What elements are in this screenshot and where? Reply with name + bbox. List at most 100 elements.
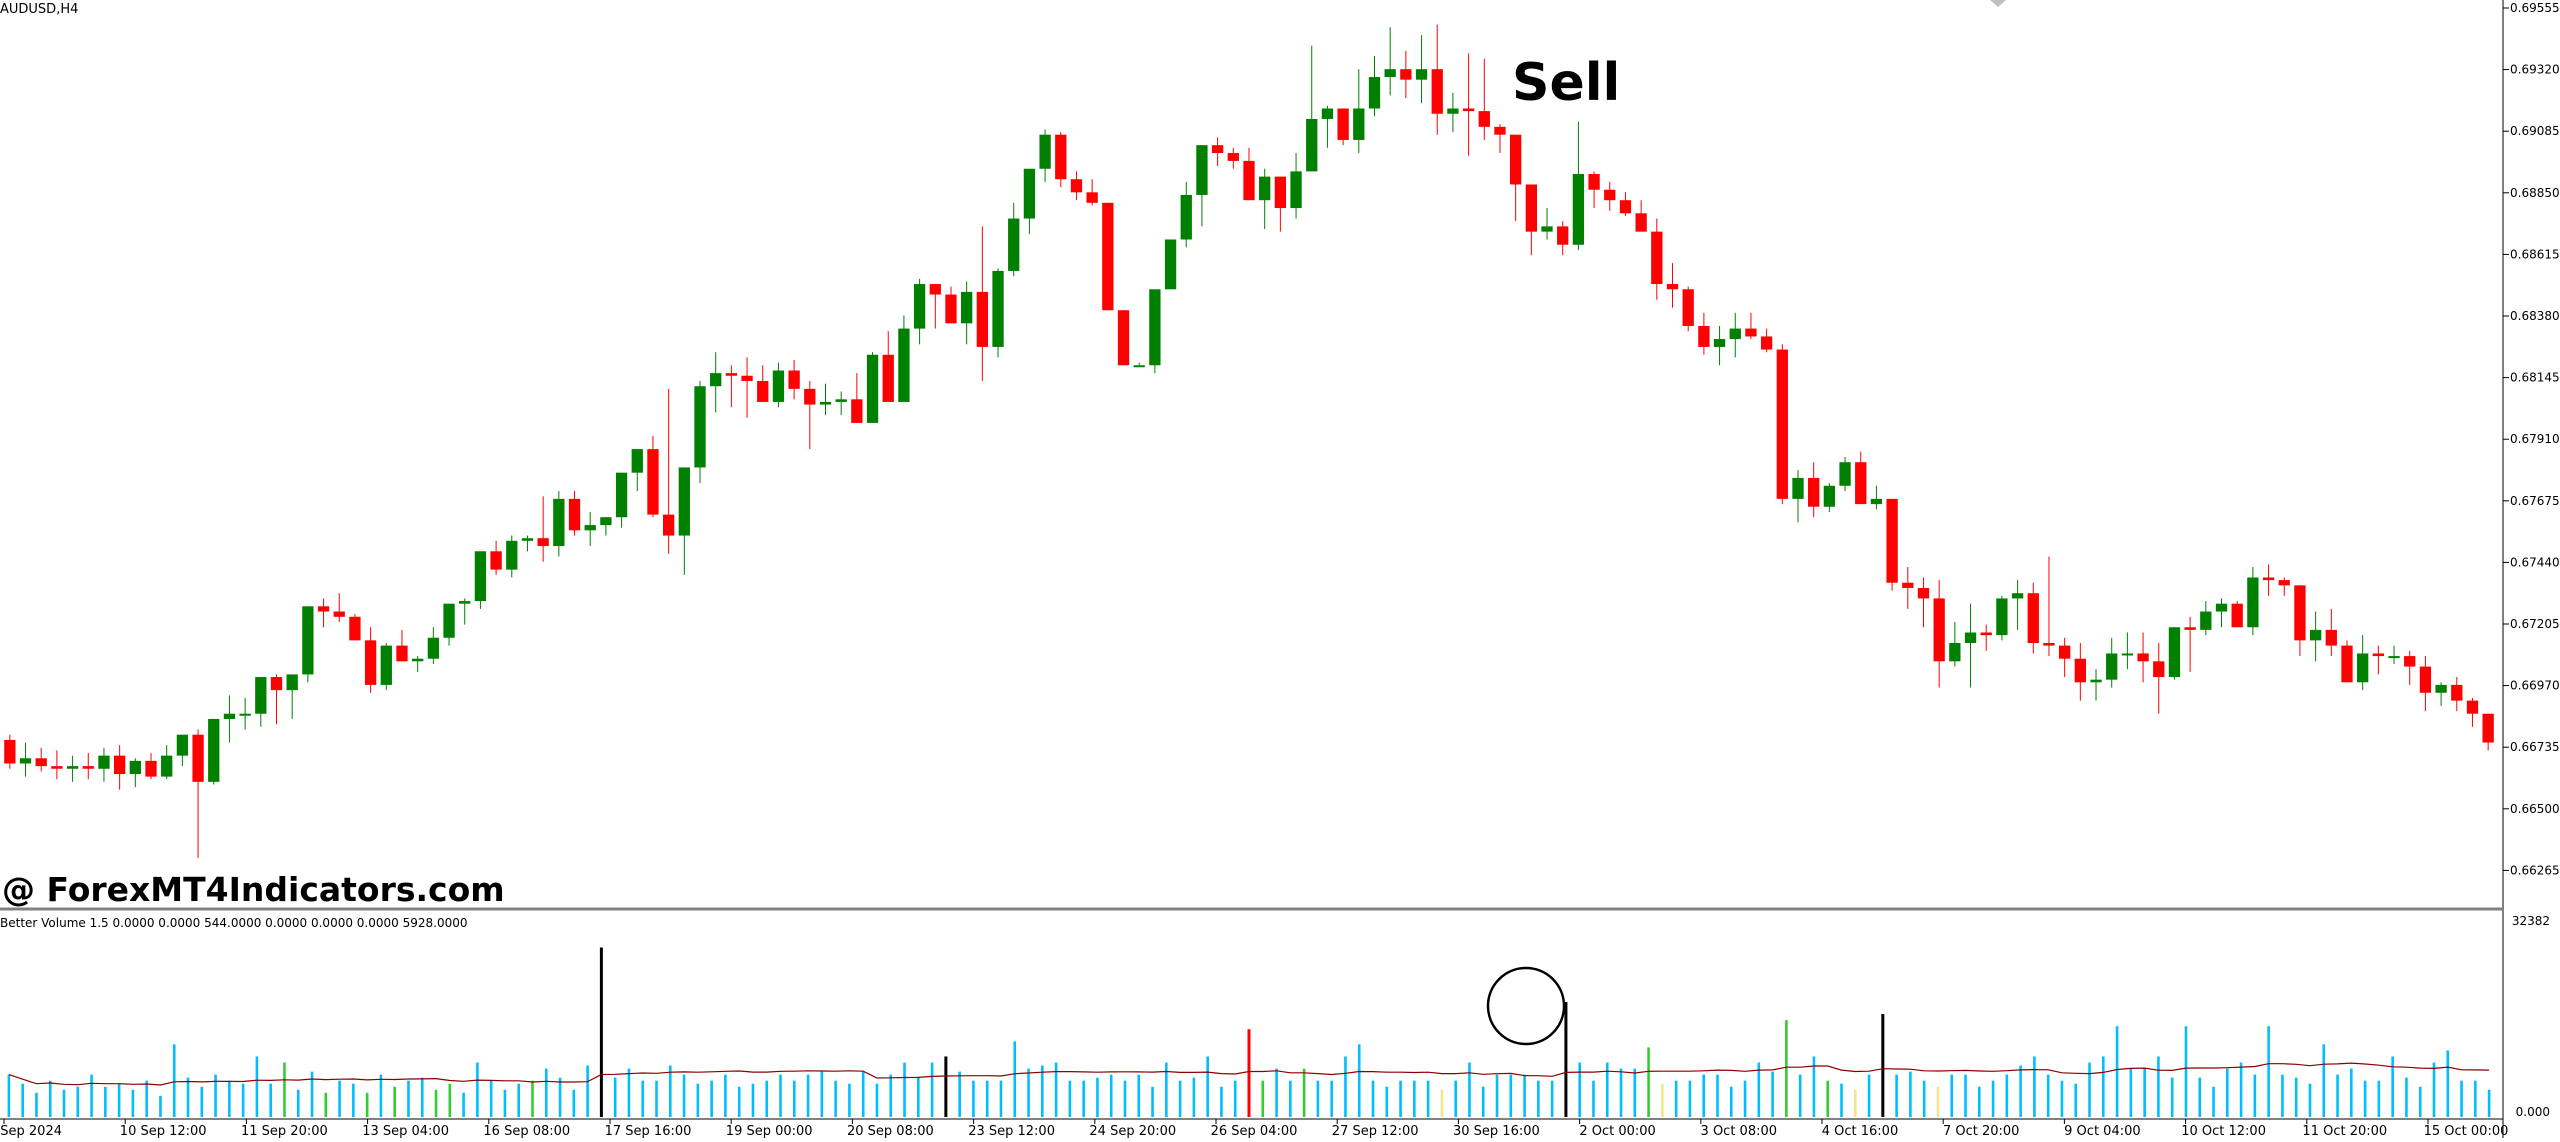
volume-bar [848, 1083, 851, 1117]
time-tick-label: 24 Sep 20:00 [1089, 1124, 1176, 1138]
candle [976, 226, 988, 381]
candle [427, 627, 439, 664]
chart-shift-marker-icon[interactable] [1990, 0, 2006, 7]
volume-bar [2157, 1056, 2160, 1117]
candle-body [2435, 684, 2447, 693]
candle [584, 511, 596, 547]
candle-body [2372, 653, 2385, 657]
candle-body [2247, 577, 2259, 628]
candle [2247, 567, 2259, 636]
volume-bar [1895, 1074, 1898, 1117]
candle [396, 629, 408, 662]
time-tick-label: 27 Sep 12:00 [1332, 1124, 1419, 1138]
volume-bar [1495, 1074, 1499, 1117]
volume-bar [1592, 1080, 1595, 1117]
candle-body [412, 658, 424, 662]
candle [333, 593, 345, 623]
candle [2341, 640, 2353, 683]
candle-body [788, 370, 800, 389]
price-tick-label: 0.66500 [2510, 802, 2560, 816]
candle [1541, 208, 1553, 240]
candle [1651, 218, 1663, 300]
volume-bar [2101, 1056, 2105, 1117]
candle [2121, 632, 2134, 670]
candle [898, 315, 910, 402]
candle-body [1839, 462, 1851, 486]
candle [553, 491, 565, 557]
candle [317, 598, 330, 628]
volume-bar [448, 1083, 452, 1117]
volume-bar [1578, 1062, 1581, 1117]
time-tick-label: 13 Sep 04:00 [362, 1124, 449, 1138]
candle-body [976, 291, 988, 347]
candle-body [662, 514, 675, 536]
candle-body [2419, 666, 2432, 693]
candle [788, 360, 800, 400]
price-tick-label: 0.67675 [2510, 494, 2560, 508]
candle-body [2231, 603, 2243, 628]
volume-bar [1468, 1062, 1471, 1117]
candle [2074, 642, 2086, 701]
candle [1180, 181, 1192, 248]
candle-body [192, 734, 204, 782]
candle-body [1321, 108, 1334, 119]
candle-body [600, 517, 612, 526]
candle [1211, 137, 1224, 167]
candle-body [302, 606, 314, 675]
volume-bar [1564, 1001, 1568, 1117]
volume-bar [985, 1080, 989, 1117]
candle-body [1243, 160, 1255, 201]
candle [1886, 498, 1898, 591]
volume-bar [1867, 1074, 1871, 1117]
volume-bar [2184, 1026, 2188, 1117]
volume-bar [558, 1077, 562, 1117]
candle [4, 734, 16, 769]
candle-body [459, 601, 471, 604]
candle [1698, 312, 1710, 355]
candle-body [145, 760, 157, 777]
volume-bar [944, 1056, 948, 1117]
candle [1149, 289, 1161, 374]
time-tick-label: 10 Sep 12:00 [120, 1124, 207, 1138]
candle-body [506, 540, 518, 570]
volume-bar [407, 1080, 410, 1117]
candle-body [725, 373, 738, 376]
candle [35, 747, 47, 772]
candle [1745, 312, 1757, 340]
candle [835, 391, 847, 416]
volume-bar [2129, 1068, 2133, 1117]
volume-bar [599, 947, 603, 1117]
candle-body [1949, 642, 1961, 662]
volume-bar [2405, 1077, 2408, 1117]
volume-bar [655, 1080, 658, 1117]
candle [1055, 132, 1067, 188]
volume-bar [958, 1071, 961, 1117]
candle-body [1964, 632, 1977, 643]
candle [380, 642, 392, 691]
volume-bar [1178, 1080, 1182, 1117]
candle-body [490, 551, 502, 570]
volume-bar [1909, 1071, 1912, 1117]
candle [2482, 713, 2494, 751]
price-tick-label: 0.69555 [2510, 1, 2560, 15]
volume-bar [1537, 1080, 1540, 1117]
volume-bar [1261, 1080, 1265, 1117]
volume-bar [462, 1092, 465, 1117]
volume-bar [283, 1062, 286, 1117]
candlestick-series [4, 24, 2494, 858]
volume-bar [930, 1062, 934, 1117]
volume-bar [131, 1089, 135, 1117]
candle [866, 352, 879, 423]
candle [2043, 556, 2055, 657]
candle [2168, 627, 2181, 680]
time-tick-label: 19 Sep 00:00 [726, 1124, 813, 1138]
candle [1164, 239, 1177, 290]
candle [1949, 622, 1961, 667]
candle-body [2168, 627, 2181, 678]
candle [1855, 451, 1867, 505]
volume-bar [2198, 1077, 2202, 1117]
candle [1462, 53, 1475, 156]
candle [1682, 286, 1694, 332]
